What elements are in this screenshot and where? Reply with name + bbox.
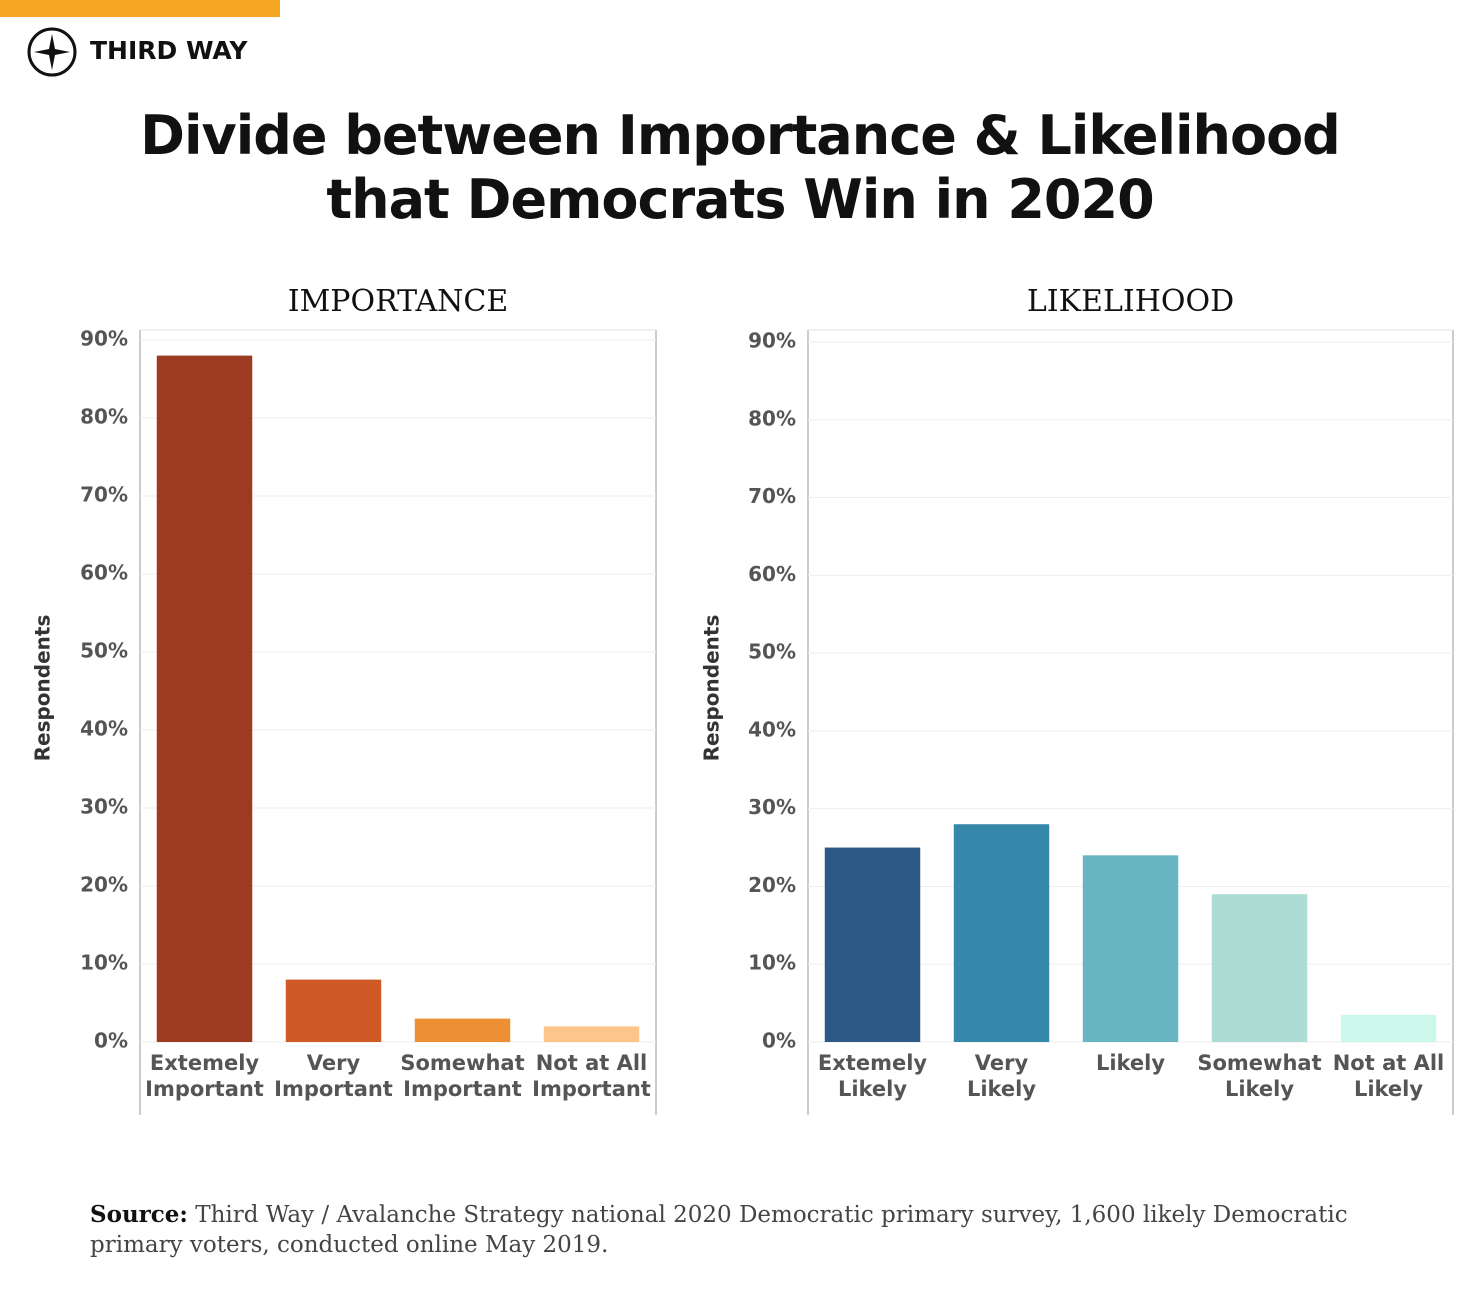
bar (543, 1026, 640, 1042)
x-tick-label: Somewhat (1197, 1051, 1321, 1075)
source: Source: Third Way / Avalanche Strategy n… (90, 1200, 1430, 1260)
x-tick-label: Very (307, 1051, 361, 1075)
y-tick-label: 40% (80, 717, 128, 741)
bar (1211, 894, 1308, 1042)
y-tick-label: 30% (80, 795, 128, 819)
bar (414, 1018, 511, 1042)
x-tick-label: Extemely (818, 1051, 927, 1075)
y-axis-label: Respondents (700, 615, 724, 762)
x-tick-label: Important (274, 1077, 393, 1101)
bar (156, 355, 253, 1043)
x-tick-label: Not at All (1333, 1051, 1445, 1075)
y-tick-label: 90% (748, 329, 796, 353)
y-tick-label: 10% (748, 951, 796, 975)
brand: THIRD WAY (90, 36, 248, 65)
y-tick-label: 80% (80, 405, 128, 429)
x-tick-label: Likely (838, 1077, 907, 1101)
bar (953, 824, 1050, 1042)
bar (285, 979, 382, 1042)
y-tick-label: 70% (80, 483, 128, 507)
y-axis-label: Respondents (31, 615, 55, 762)
x-tick-label: Important (145, 1077, 264, 1101)
bar (1082, 855, 1179, 1042)
source-label: Source: (90, 1201, 188, 1228)
y-tick-label: 0% (94, 1029, 128, 1053)
y-tick-label: 60% (748, 562, 796, 586)
page-title: Divide between Importance & Likelihood t… (140, 104, 1341, 231)
x-tick-label: Important (403, 1077, 522, 1101)
x-tick-label: Likely (1225, 1077, 1294, 1101)
logo (27, 27, 77, 77)
x-tick-label: Not at All (536, 1051, 648, 1075)
x-tick-label: Likely (1354, 1077, 1423, 1101)
y-tick-label: 50% (80, 639, 128, 663)
y-tick-label: 60% (80, 561, 128, 585)
chart-title: LIKELIHOOD (1027, 284, 1234, 319)
x-tick-label: Likely (967, 1077, 1036, 1101)
bar (1340, 1014, 1437, 1042)
bar (824, 847, 921, 1042)
x-tick-label: Extemely (150, 1051, 259, 1075)
y-tick-label: 90% (80, 327, 128, 351)
y-tick-label: 80% (748, 406, 796, 430)
y-tick-label: 10% (80, 951, 128, 975)
chart-title: IMPORTANCE (288, 284, 509, 319)
x-tick-label: Likely (1096, 1051, 1165, 1075)
y-tick-label: 50% (748, 640, 796, 664)
y-tick-label: 30% (748, 795, 796, 819)
y-tick-label: 70% (748, 484, 796, 508)
y-tick-label: 40% (748, 717, 796, 741)
x-tick-label: Important (532, 1077, 651, 1101)
x-tick-label: Somewhat (400, 1051, 524, 1075)
y-tick-label: 20% (80, 873, 128, 897)
source-text: Third Way / Avalanche Strategy national … (90, 1202, 1348, 1258)
y-tick-label: 20% (748, 873, 796, 897)
accent-bar (0, 0, 280, 17)
y-tick-label: 0% (762, 1029, 796, 1053)
x-tick-label: Very (975, 1051, 1029, 1075)
